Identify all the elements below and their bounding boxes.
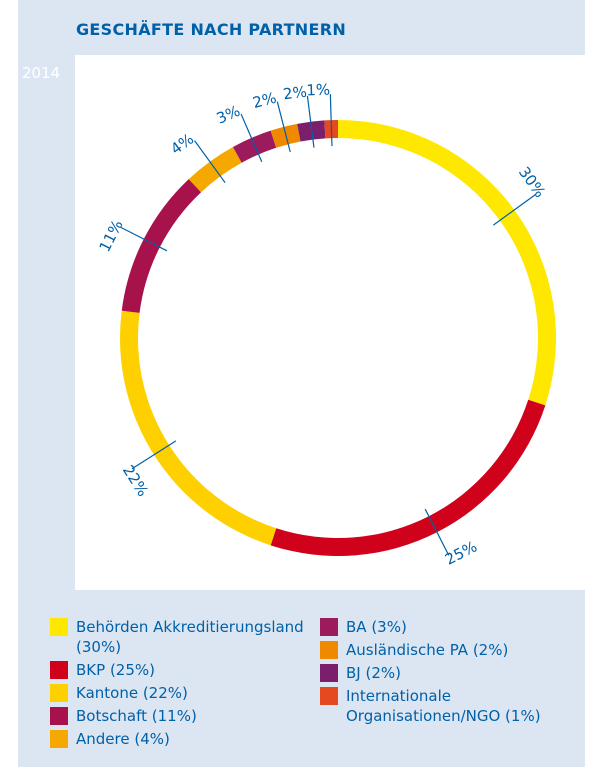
legend-label: Behörden Akkreditierungsland (30%) (76, 618, 304, 656)
data-label: 2% (251, 89, 279, 112)
legend-label: Kantone (22%) (76, 684, 188, 702)
legend-item: Andere (4%) (50, 729, 320, 749)
slice (270, 399, 546, 556)
legend-item: BKP (25%) (50, 660, 320, 680)
data-label: 2% (282, 83, 308, 104)
data-label: 25% (442, 537, 480, 568)
legend-label: BA (3%) (346, 618, 407, 636)
leader-line (492, 194, 536, 226)
data-label: 1% (306, 81, 330, 100)
slice (338, 120, 556, 406)
legend-swatch (50, 730, 68, 748)
leader-line (329, 94, 333, 147)
slice (120, 310, 277, 546)
legend-label: Ausländische PA (2%) (346, 641, 509, 659)
year-label: 2014 (22, 64, 61, 82)
legend-swatch (320, 641, 338, 659)
legend-item: Behörden Akkreditierungsland (30%) (50, 617, 320, 657)
legend-label: Botschaft (11%) (76, 707, 197, 725)
legend-swatch (50, 684, 68, 702)
slice (121, 179, 202, 313)
chart-title: GESCHÄFTE NACH PARTNERN (76, 20, 347, 39)
legend-item: Internationale Organisationen/NGO (1%) (320, 686, 590, 726)
leader-line (120, 226, 168, 252)
legend-label: BKP (25%) (76, 661, 155, 679)
legend-label: Internationale Organisationen/NGO (1%) (346, 687, 541, 725)
legend-swatch (50, 661, 68, 679)
legend-swatch (320, 664, 338, 682)
legend-swatch (320, 618, 338, 636)
legend-item: Botschaft (11%) (50, 706, 320, 726)
legend-column: BA (3%) Ausländische PA (2%) BJ (2%) Intern… (320, 617, 590, 752)
data-label: 4% (167, 130, 197, 159)
legend: Behörden Akkreditierungsland (30%) BKP (2… (50, 617, 590, 752)
leader-line (306, 95, 315, 148)
data-label: 22% (119, 462, 152, 500)
legend-item: Ausländische PA (2%) (320, 640, 590, 660)
legend-item: Kantone (22%) (50, 683, 320, 703)
leader-line (131, 440, 177, 470)
legend-column: Behörden Akkreditierungsland (30%) BKP (2… (50, 617, 320, 752)
legend-item: BJ (2%) (320, 663, 590, 683)
plot-area (75, 55, 585, 590)
leader-line (276, 101, 291, 153)
leader-line (194, 140, 226, 184)
legend-item: BA (3%) (320, 617, 590, 637)
legend-label: BJ (2%) (346, 664, 401, 682)
data-label: 11% (96, 217, 127, 255)
leader-line (424, 508, 450, 556)
data-label: 3% (214, 102, 243, 128)
legend-swatch (50, 618, 68, 636)
leader-line (240, 113, 263, 163)
legend-swatch (320, 687, 338, 705)
legend-label: Andere (4%) (76, 730, 170, 748)
legend-swatch (50, 707, 68, 725)
data-label: 30% (515, 163, 549, 201)
